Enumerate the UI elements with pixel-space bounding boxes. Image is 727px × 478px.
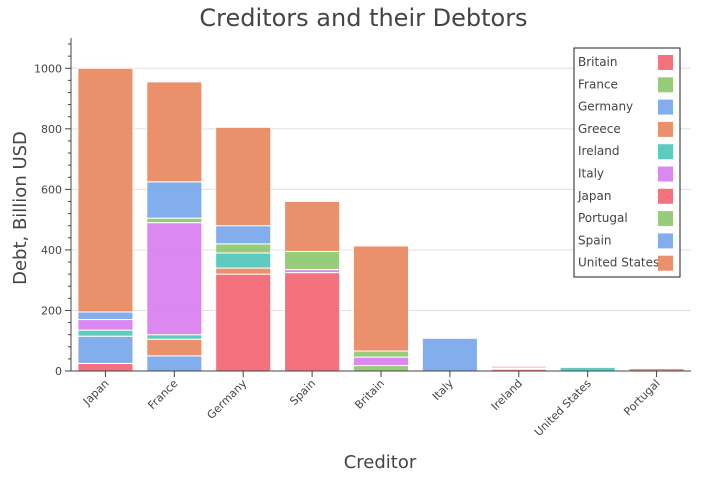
bar-segment [352, 365, 410, 372]
y-tick-label: 600 [41, 183, 62, 196]
bar-segment [284, 200, 341, 252]
x-tick-label: Japan [80, 377, 112, 409]
bar-segment [284, 272, 341, 372]
bar-segment [77, 67, 134, 313]
legend-label: Japan [577, 189, 611, 203]
bar-segment [215, 273, 272, 372]
bar-segment [146, 355, 203, 372]
bar-segment [284, 250, 341, 271]
chart-title: Creditors and their Debtors [199, 4, 528, 32]
bar-segment [146, 81, 203, 183]
bar-segment [352, 245, 410, 352]
bar-segment [77, 335, 134, 364]
bar-segment [146, 222, 203, 336]
x-tick-label: Italy [430, 377, 456, 403]
bar-segment [77, 311, 134, 321]
legend-label: Ireland [578, 144, 620, 158]
bar-segment [215, 252, 272, 269]
legend-label: United States [578, 256, 659, 270]
legend-swatch [658, 99, 673, 115]
x-axis-title: Creditor [344, 452, 417, 473]
legend-swatch [658, 188, 673, 204]
x-tick-label: Britain [352, 377, 387, 412]
legend-swatch [658, 166, 673, 182]
legend-swatch [658, 55, 673, 70]
y-tick-label: 400 [41, 244, 62, 257]
y-tick-label: 1000 [34, 62, 62, 75]
legend-swatch [658, 233, 673, 249]
bar-segment [352, 356, 410, 367]
x-tick-label: United States [532, 377, 594, 439]
legend-label: Spain [578, 233, 612, 247]
bar-layer [77, 67, 685, 372]
legend-swatch [658, 121, 673, 137]
y-axis-title: Debt, Billion USD [10, 131, 31, 285]
bar-segment [77, 319, 134, 331]
legend-swatch [658, 211, 673, 227]
y-tick-label: 200 [41, 304, 62, 317]
bar-segment [215, 267, 272, 275]
legend-label: Britain [578, 55, 618, 69]
x-tick-label: Portugal [621, 377, 662, 418]
bar-segment [146, 338, 203, 357]
bar-segment [215, 126, 272, 227]
legend-swatch [658, 77, 673, 93]
legend-label: Portugal [578, 211, 628, 225]
bar-segment [421, 337, 478, 372]
legend-label: Italy [578, 167, 604, 181]
bar-segment [77, 362, 134, 372]
y-tick-label: 0 [55, 365, 62, 378]
legend-swatch [658, 255, 673, 271]
x-tick-label: Spain [287, 377, 318, 408]
bar-segment [146, 181, 203, 219]
bar-segment [146, 334, 203, 340]
legend-swatch [658, 144, 673, 160]
bar-segment [215, 225, 272, 245]
x-tick-label: Ireland [489, 377, 525, 413]
y-tick-label: 800 [41, 123, 62, 136]
legend-label: Greece [578, 122, 621, 136]
x-tick-label: Germany [204, 377, 249, 422]
x-tick-label: France [145, 377, 180, 412]
bar-segment [352, 350, 410, 358]
bar-segment [146, 217, 203, 224]
legend-label: Germany [578, 100, 633, 114]
legend: Britain France Germany Greece Ireland Italy Ja… [573, 47, 681, 278]
bar-segment [77, 329, 134, 337]
bar-segment [559, 366, 616, 372]
legend-label: France [578, 77, 618, 91]
bar-segment [490, 365, 547, 368]
bar-segment [215, 243, 272, 254]
